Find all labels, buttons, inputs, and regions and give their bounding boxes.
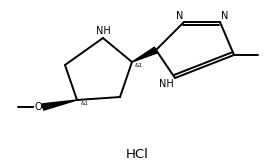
Text: N: N — [176, 11, 183, 21]
Text: &1: &1 — [135, 63, 143, 68]
Text: NH: NH — [159, 79, 174, 89]
Text: &1: &1 — [81, 101, 89, 106]
Text: N: N — [221, 11, 228, 21]
Text: O: O — [34, 102, 42, 112]
Polygon shape — [42, 100, 77, 110]
Polygon shape — [132, 47, 158, 62]
Text: NH: NH — [96, 27, 110, 36]
Text: HCl: HCl — [125, 148, 149, 160]
